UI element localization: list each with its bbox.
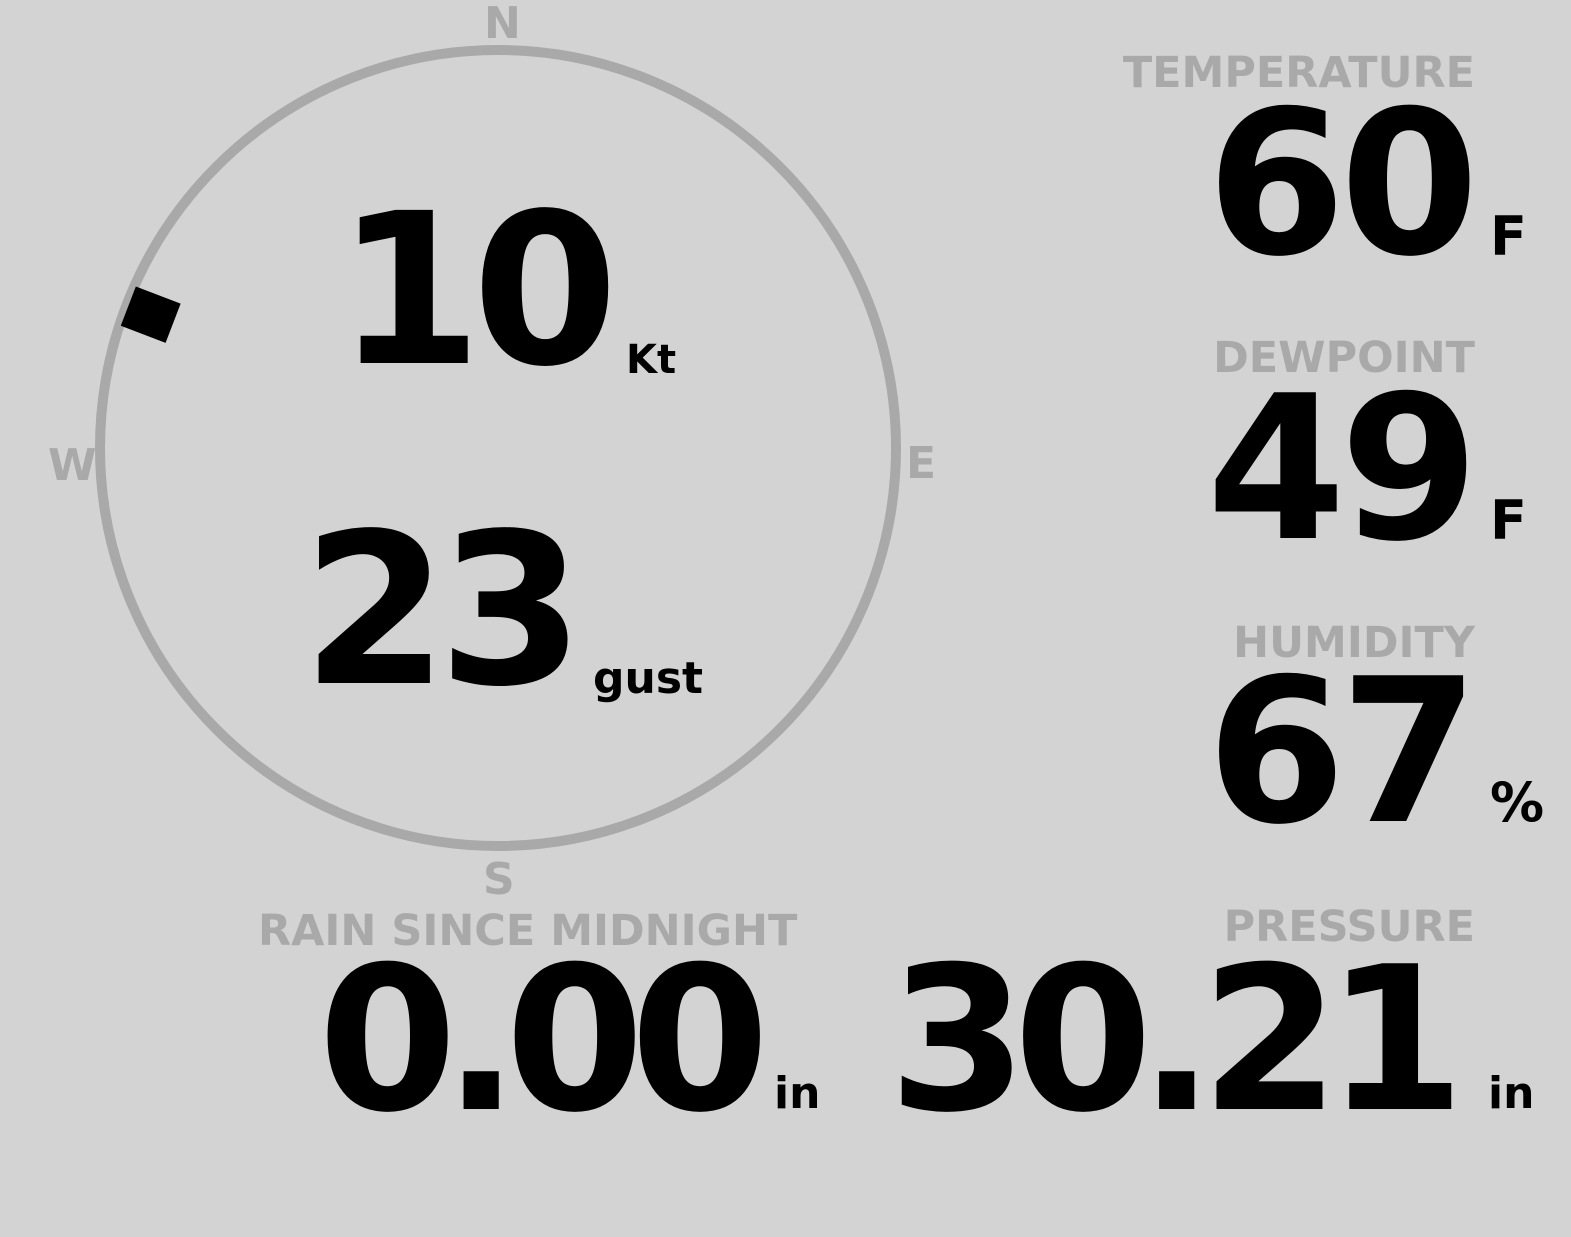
temperature-unit: F [1490, 205, 1527, 268]
compass-west: W [48, 440, 97, 491]
wind-gust-unit: gust [593, 653, 704, 704]
temperature-value: 60 [1206, 68, 1479, 301]
humidity-unit: % [1490, 771, 1545, 834]
pressure-value: 30.21 [888, 924, 1465, 1157]
compass-ring [95, 45, 901, 851]
compass-east: E [906, 438, 937, 489]
wind-direction-marker [120, 286, 181, 343]
temperature-label: TEMPERATURE [1122, 48, 1475, 98]
dewpoint-unit: F [1490, 489, 1527, 552]
pressure-label: PRESSURE [1223, 902, 1475, 952]
humidity-value: 67 [1206, 636, 1479, 869]
rain-value: 0.00 [318, 924, 769, 1157]
compass-north: N [484, 0, 521, 49]
rain-unit: in [774, 1068, 821, 1119]
wind-gust-value: 23 [302, 488, 584, 733]
humidity-label: HUMIDITY [1233, 618, 1475, 668]
pressure-unit: in [1488, 1068, 1535, 1119]
wind-speed-value: 10 [336, 168, 618, 413]
rain-label: RAIN SINCE MIDNIGHT [258, 906, 798, 956]
dewpoint-value: 49 [1206, 353, 1479, 586]
dewpoint-label: DEWPOINT [1213, 333, 1475, 383]
wind-speed-unit: Kt [626, 337, 677, 383]
compass-south: S [483, 854, 515, 905]
wind-compass [95, 45, 901, 851]
